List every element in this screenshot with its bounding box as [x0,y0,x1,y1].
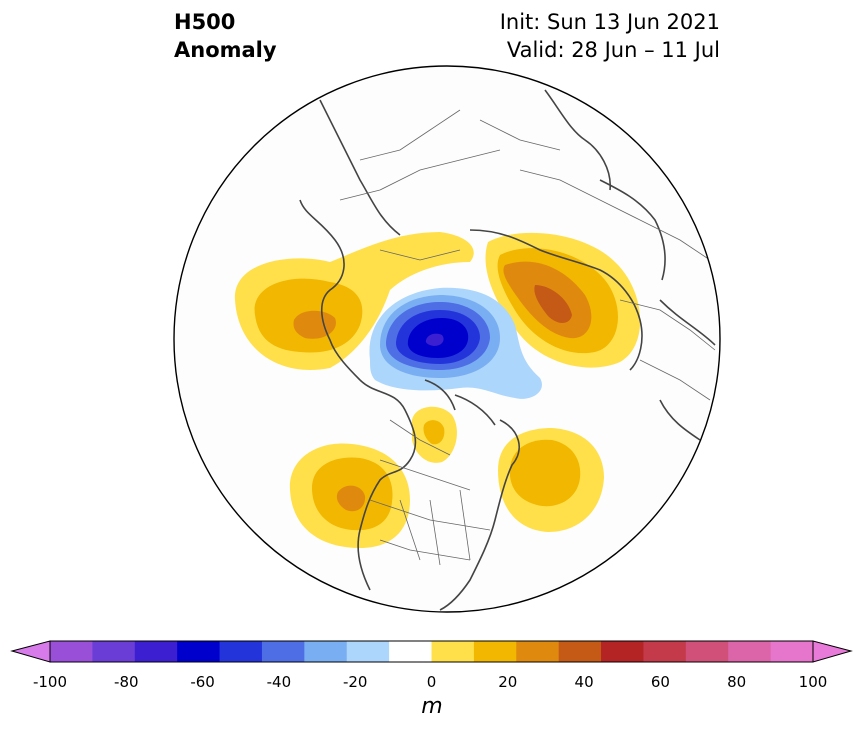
trough-arctic [369,287,542,399]
colorbar-tick-label: 100 [798,673,828,691]
init-date: Init: Sun 13 Jun 2021 [499,10,720,34]
ridge-western-us [289,443,410,548]
ridge-hudson [412,406,457,463]
colorbar [10,640,853,663]
colorbar-tick-label: -100 [32,673,68,691]
colorbar-tick-label: 20 [498,673,518,691]
colorbar-tick-label: 40 [574,673,594,691]
colorbar-over-triangle [812,640,853,663]
colorbar-unit-label: m [421,694,443,719]
colorbar-tick-label: 60 [650,673,670,691]
map-boundary [173,65,721,613]
colorbar-cell [304,641,348,662]
colorbar-cell [431,641,475,662]
colorbar-cell [261,641,305,662]
colorbar-cell [134,641,178,662]
colorbar-cell [516,641,560,662]
title-line-1: H500 [174,10,236,34]
colorbar-tick-label: -40 [266,673,292,691]
colorbar-cell [92,641,136,662]
coastlines [299,89,716,611]
colorbar-tick-label: -60 [190,673,215,691]
colorbar-cell [558,641,602,662]
ridge-north-pacific [234,232,474,371]
ridge-eurasia [485,232,641,368]
colorbar-cell [728,641,772,662]
title-line-2: Anomaly [174,38,277,62]
map-title: H500 Anomaly [174,8,277,64]
colorbar-cell [685,641,729,662]
colorbar-frame [49,640,814,663]
colorbar-cell [50,641,93,662]
colorbar-cells [50,641,814,662]
colorbar-under-triangle [10,640,51,663]
colorbar-cell [601,641,644,662]
colorbar-cell [770,641,814,662]
valid-range: Valid: 28 Jun – 11 Jul [506,38,720,62]
colorbar-cell [473,641,517,662]
polar-map [173,65,721,613]
colorbar-tick-label: 80 [727,673,747,691]
anomaly-field [234,89,716,611]
colorbar-cell [219,641,263,662]
colorbar-tick-label: -20 [342,673,368,691]
borders [339,109,716,566]
colorbar-tick-label: 0 [426,673,437,691]
colorbar-cell [177,641,221,662]
colorbar-cell [643,641,687,662]
ridge-atlantic [498,428,604,532]
colorbar-cell [346,641,390,662]
forecast-info: Init: Sun 13 Jun 2021 Valid: 28 Jun – 11… [500,8,720,64]
colorbar-cell [389,641,432,662]
colorbar-tick-label: -80 [114,673,139,691]
